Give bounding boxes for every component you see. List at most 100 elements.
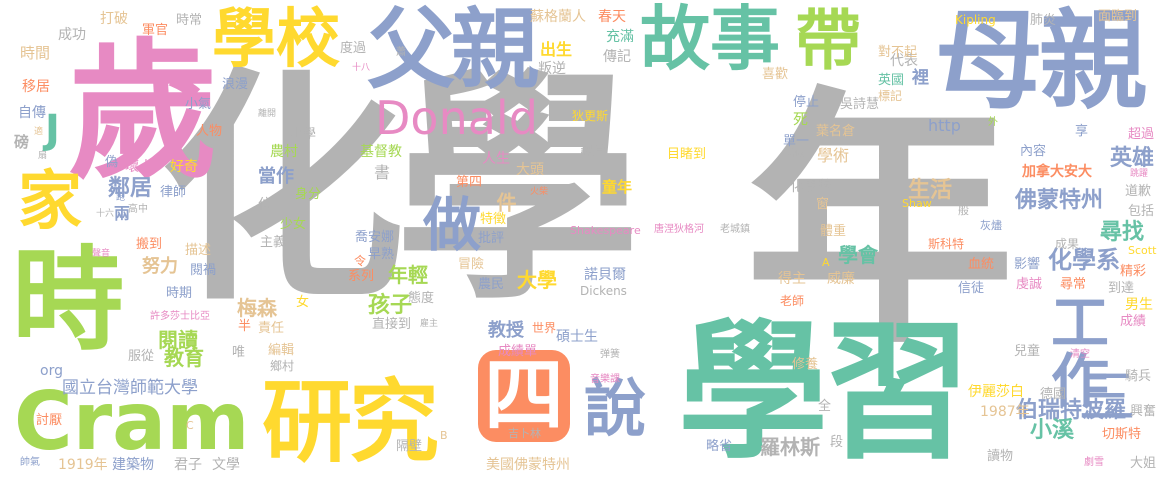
word-a: A bbox=[822, 256, 830, 269]
word-precocious: 早熟 bbox=[368, 247, 395, 262]
word-teacher: 老師 bbox=[780, 294, 805, 308]
word-reading: 閱讀 bbox=[158, 328, 198, 352]
word-1919: 1919年 bbox=[58, 457, 108, 473]
word-professor: 教授 bbox=[488, 320, 524, 341]
word-identity: 身分 bbox=[295, 187, 322, 202]
word-spend: 度過 bbox=[340, 41, 367, 56]
word-hero: 英雄 bbox=[1110, 146, 1155, 171]
word-chem-dept: 化學系 bbox=[1048, 246, 1120, 274]
word-apologize: 道歉 bbox=[1125, 184, 1152, 199]
word-leave: 離開 bbox=[258, 109, 277, 119]
word-shaw: Shaw bbox=[902, 197, 932, 210]
word-elizabeth: 伊麗莎白 bbox=[968, 384, 1024, 400]
word-voice: 聲音 bbox=[92, 249, 111, 259]
word-drama-snow: 劇雪 bbox=[1084, 457, 1104, 468]
word-grades: 成績 bbox=[1120, 314, 1147, 329]
word-eighteen: 十八 bbox=[352, 63, 371, 73]
word-work: 工作 bbox=[1041, 292, 1109, 408]
word-unusual: 尋常 bbox=[1060, 277, 1087, 292]
word-life: 生活 bbox=[908, 178, 953, 203]
word-results: 成果 bbox=[1055, 237, 1080, 251]
word-fake: 偽 bbox=[105, 155, 119, 170]
word-village: 農村 bbox=[270, 144, 298, 160]
word-feature: 特徵 bbox=[480, 212, 507, 227]
word-bad-guy: 壞人 bbox=[125, 159, 153, 175]
word-donald: Donald bbox=[375, 91, 538, 145]
word-http: http bbox=[928, 116, 961, 135]
word-face: 面臨到 bbox=[1098, 9, 1138, 24]
word-wu-shihui: 吳詩慧 bbox=[840, 97, 880, 112]
word-gentleman: 君子 bbox=[174, 457, 202, 473]
word-academic: 學術 bbox=[817, 146, 850, 165]
word-scott: Scott bbox=[1128, 244, 1157, 257]
word-adventure: 冒險 bbox=[458, 257, 485, 272]
word-b: B bbox=[440, 429, 448, 442]
word-hate: 討厭 bbox=[36, 413, 63, 428]
word-connecticut-river: 唐涅狄格河 bbox=[654, 224, 704, 235]
word-say: 說 bbox=[584, 372, 647, 445]
word-include: 包括 bbox=[1128, 204, 1155, 219]
word-influence: 影響 bbox=[1014, 257, 1041, 272]
word-high-school: 高中 bbox=[128, 204, 148, 215]
word-research: 研究 bbox=[262, 370, 439, 475]
word-omit: 略省 bbox=[706, 439, 733, 454]
word-next-door: 隔壁 bbox=[396, 439, 423, 454]
word-excited: 興奮 bbox=[1130, 404, 1157, 419]
word-ye-mingcang: 葉名倉 bbox=[816, 124, 856, 139]
word-age: 歲 bbox=[68, 26, 219, 200]
word-primary-school: 小學 bbox=[290, 127, 317, 142]
word-do: 做 bbox=[423, 191, 482, 259]
word-born: 出生 bbox=[540, 40, 573, 59]
word-big-sister: 大姐 bbox=[1130, 456, 1157, 471]
word-often: 時常 bbox=[176, 13, 203, 28]
word-like: 喜歡 bbox=[762, 67, 789, 82]
word-vermont: 佛蒙特州 bbox=[1015, 188, 1104, 213]
word-j: J bbox=[45, 107, 60, 153]
word-chem-prize: 化學獎 bbox=[790, 179, 832, 195]
word-regard-as: 當作 bbox=[258, 166, 294, 187]
word-kipling: Kipling bbox=[955, 13, 996, 27]
word-break: 打破 bbox=[100, 11, 128, 27]
word-sorry: 對不起 bbox=[878, 45, 918, 60]
word-farmer: 農民 bbox=[478, 277, 505, 292]
word-success: 成功 bbox=[58, 27, 86, 43]
word-transcript: 成績單 bbox=[498, 344, 538, 359]
word-c: C bbox=[186, 419, 194, 432]
word-britain: 英國 bbox=[878, 73, 905, 88]
word-girl: 少女 bbox=[280, 217, 307, 232]
word-full-of: 充滿 bbox=[606, 29, 634, 45]
word-trouble: 閱禍 bbox=[190, 263, 217, 278]
word-fan: 扇 bbox=[38, 151, 48, 161]
word-obey: 服從 bbox=[128, 349, 155, 364]
word-canada: 加拿大安大 bbox=[1022, 164, 1092, 180]
word-order: 令 bbox=[354, 254, 367, 268]
word-devout: 虔誠 bbox=[1016, 277, 1043, 292]
word-describe: 描述 bbox=[185, 243, 212, 258]
word-university: 大學 bbox=[517, 268, 557, 292]
word-book: 書 bbox=[374, 163, 391, 182]
word-countryside: 鄉村 bbox=[270, 359, 295, 373]
word-old-town: 老城鎮 bbox=[720, 224, 750, 235]
word-witness: 目睹到 bbox=[667, 147, 707, 162]
word-stop: 停止 bbox=[793, 95, 820, 110]
word-ashes: 灰燼 bbox=[980, 219, 1002, 232]
word-effort: 努力 bbox=[142, 256, 178, 277]
word-sixteen: 十六 bbox=[96, 209, 115, 219]
word-empty: 清空 bbox=[1070, 349, 1090, 360]
word-outside: 外 bbox=[988, 117, 998, 128]
word-romantic: 浪漫 bbox=[222, 77, 249, 92]
word-child: 孩子 bbox=[368, 293, 413, 318]
word-building: 建築物 bbox=[112, 457, 154, 473]
word-bring: 帶 bbox=[795, 2, 861, 79]
word-series: 系列 bbox=[348, 269, 375, 284]
word-cultivation: 修養 bbox=[792, 357, 819, 372]
word-spring-coil: 弹簧 bbox=[600, 349, 620, 360]
word-pound: 磅 bbox=[14, 133, 30, 151]
word-search: 尋找 bbox=[1100, 220, 1145, 245]
word-only: 唯 bbox=[232, 345, 246, 360]
word-enjoy: 享 bbox=[1075, 124, 1089, 139]
word-like-sort: 般 bbox=[958, 204, 969, 217]
word-female: 女 bbox=[296, 295, 310, 310]
word-mother: 母親 bbox=[935, 0, 1147, 124]
